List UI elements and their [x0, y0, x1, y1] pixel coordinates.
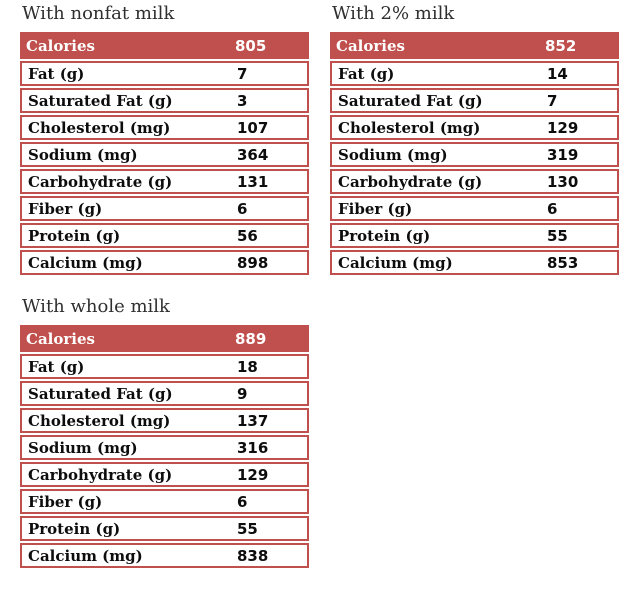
nutrient-label: Protein (g) — [28, 226, 121, 245]
nutrient-label: Protein (g) — [338, 226, 431, 245]
nutrient-value: 838 — [237, 546, 269, 565]
nutrient-label: Cholesterol (mg) — [338, 118, 481, 137]
table-row: Sodium (mg) 364 — [20, 142, 309, 167]
nutrient-label: Carbohydrate (g) — [338, 172, 483, 191]
table-row: Fat (g) 18 — [20, 354, 309, 379]
nutrient-value: 107 — [237, 118, 269, 137]
nutrient-value: 898 — [237, 253, 269, 272]
table-row: Sodium (mg) 319 — [330, 142, 619, 167]
nutrition-table: Calories 889 Fat (g) 18 Saturated Fat (g) 9 Ch… — [20, 325, 309, 568]
table-title: With nonfat milk — [22, 3, 175, 24]
nutrient-value: 131 — [237, 172, 269, 191]
table-row: Calcium (mg) 898 — [20, 250, 309, 275]
panel-nonfat-milk: With nonfat milk Calories 805 Fat (g) 7 Satur… — [20, 3, 309, 277]
table-row: Protein (g) 55 — [330, 223, 619, 248]
nutrient-value: 56 — [237, 226, 258, 245]
nutrient-label: Saturated Fat (g) — [338, 91, 483, 110]
table-row: Calcium (mg) 838 — [20, 543, 309, 568]
nutrient-label: Fat (g) — [28, 357, 85, 376]
table-row: Fat (g) 14 — [330, 61, 619, 86]
nutrient-label: Calories — [336, 36, 405, 55]
nutrient-label: Cholesterol (mg) — [28, 411, 171, 430]
table-row: Carbohydrate (g) 131 — [20, 169, 309, 194]
table-header-row: Calories 889 — [20, 325, 309, 352]
nutrient-label: Saturated Fat (g) — [28, 91, 173, 110]
table-row: Fiber (g) 6 — [20, 196, 309, 221]
nutrient-value: 7 — [547, 91, 558, 110]
nutrient-value: 316 — [237, 438, 269, 457]
nutrient-value: 6 — [237, 492, 248, 511]
table-row: Carbohydrate (g) 129 — [20, 462, 309, 487]
nutrient-label: Calcium (mg) — [28, 546, 143, 565]
nutrient-value: 137 — [237, 411, 269, 430]
nutrient-label: Fiber (g) — [28, 199, 103, 218]
nutrient-value: 129 — [237, 465, 269, 484]
nutrient-label: Calories — [26, 329, 95, 348]
nutrient-label: Sodium (mg) — [28, 438, 138, 457]
nutrient-value: 853 — [547, 253, 579, 272]
nutrient-label: Protein (g) — [28, 519, 121, 538]
panel-2percent-milk: With 2% milk Calories 852 Fat (g) 14 Saturate… — [330, 3, 619, 277]
nutrient-label: Fat (g) — [28, 64, 85, 83]
table-header-row: Calories 852 — [330, 32, 619, 59]
nutrient-value: 3 — [237, 91, 248, 110]
table-row: Cholesterol (mg) 107 — [20, 115, 309, 140]
nutrient-label: Carbohydrate (g) — [28, 172, 173, 191]
nutrient-value: 319 — [547, 145, 579, 164]
table-row: Saturated Fat (g) 9 — [20, 381, 309, 406]
nutrient-label: Fiber (g) — [338, 199, 413, 218]
table-title: With 2% milk — [332, 3, 455, 24]
table-row: Fat (g) 7 — [20, 61, 309, 86]
nutrient-value: 130 — [547, 172, 579, 191]
nutrient-value: 6 — [237, 199, 248, 218]
nutrient-value: 364 — [237, 145, 269, 164]
table-row: Fiber (g) 6 — [20, 489, 309, 514]
nutrient-value: 129 — [547, 118, 579, 137]
table-row: Saturated Fat (g) 7 — [330, 88, 619, 113]
nutrient-label: Fat (g) — [338, 64, 395, 83]
table-row: Calcium (mg) 853 — [330, 250, 619, 275]
nutrition-table: Calories 805 Fat (g) 7 Saturated Fat (g) 3 Cho… — [20, 32, 309, 275]
table-row: Fiber (g) 6 — [330, 196, 619, 221]
nutrient-value: 14 — [547, 64, 568, 83]
nutrient-label: Saturated Fat (g) — [28, 384, 173, 403]
nutrient-label: Calcium (mg) — [28, 253, 143, 272]
nutrient-label: Sodium (mg) — [338, 145, 448, 164]
nutrient-value: 7 — [237, 64, 248, 83]
table-row: Protein (g) 56 — [20, 223, 309, 248]
nutrient-value: 852 — [545, 36, 577, 55]
table-row: Sodium (mg) 316 — [20, 435, 309, 460]
nutrient-value: 55 — [547, 226, 568, 245]
table-row: Cholesterol (mg) 129 — [330, 115, 619, 140]
nutrient-value: 55 — [237, 519, 258, 538]
nutrient-label: Calcium (mg) — [338, 253, 453, 272]
table-header-row: Calories 805 — [20, 32, 309, 59]
nutrient-value: 889 — [235, 329, 267, 348]
nutrient-value: 18 — [237, 357, 258, 376]
nutrient-value: 6 — [547, 199, 558, 218]
nutrient-label: Carbohydrate (g) — [28, 465, 173, 484]
table-title: With whole milk — [22, 296, 170, 317]
table-row: Saturated Fat (g) 3 — [20, 88, 309, 113]
nutrient-label: Cholesterol (mg) — [28, 118, 171, 137]
nutrition-table: Calories 852 Fat (g) 14 Saturated Fat (g) 7 Ch… — [330, 32, 619, 275]
panel-whole-milk: With whole milk Calories 889 Fat (g) 18 Satur… — [20, 296, 309, 570]
nutrient-value: 9 — [237, 384, 248, 403]
table-row: Carbohydrate (g) 130 — [330, 169, 619, 194]
table-row: Cholesterol (mg) 137 — [20, 408, 309, 433]
nutrient-label: Calories — [26, 36, 95, 55]
nutrient-label: Fiber (g) — [28, 492, 103, 511]
nutrient-label: Sodium (mg) — [28, 145, 138, 164]
nutrient-value: 805 — [235, 36, 267, 55]
table-row: Protein (g) 55 — [20, 516, 309, 541]
